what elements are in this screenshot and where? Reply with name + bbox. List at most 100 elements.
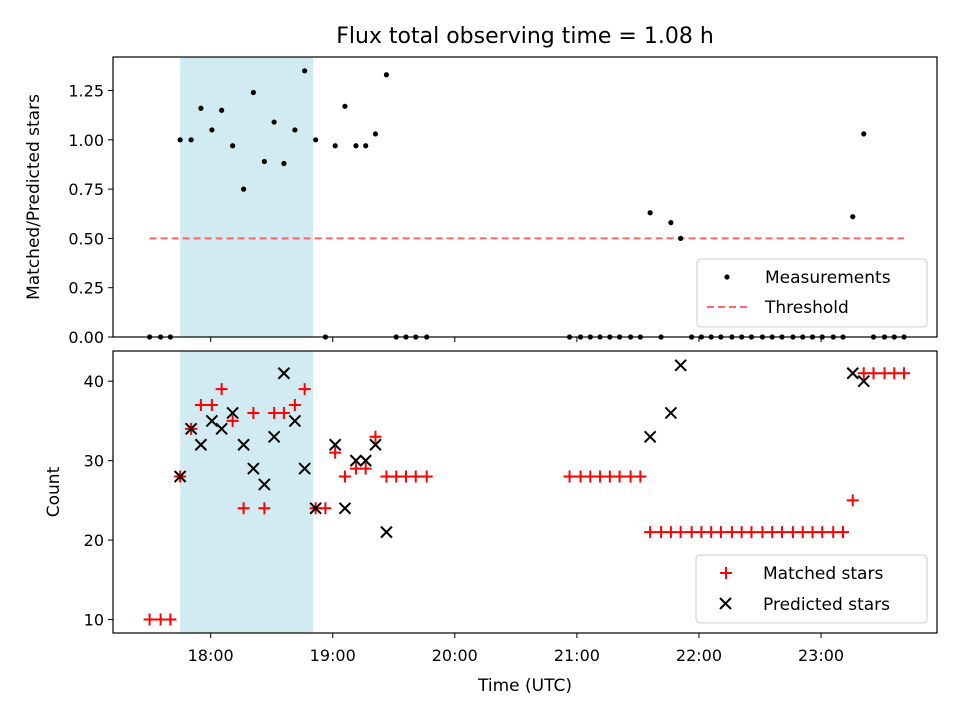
- measurement-point: [302, 68, 308, 74]
- count-legend-box: [695, 554, 928, 624]
- measurement-point: [372, 131, 379, 137]
- ratio-legend-box: [696, 258, 928, 328]
- matched-star-point: [359, 462, 372, 475]
- matched-star-point: [338, 470, 351, 483]
- predicted-star-point: [369, 438, 382, 451]
- matched-star-point: [816, 526, 829, 539]
- measurement-point: [678, 235, 684, 242]
- matched-star-point: [288, 399, 301, 412]
- predicted-star-point: [643, 430, 657, 443]
- measurement-point: [250, 89, 256, 96]
- y-tick-label: 0.00: [68, 328, 104, 347]
- measurement-point: [342, 103, 348, 109]
- predicted-star-point: [380, 525, 393, 539]
- measurement-point: [241, 186, 247, 192]
- predicted-star-point: [309, 502, 322, 515]
- predicted-star-point: [215, 422, 228, 436]
- measurement-point: [198, 105, 204, 111]
- legend-matched-swatch: [720, 567, 732, 579]
- matched-star-point: [563, 470, 576, 483]
- measurement-point: [177, 137, 183, 143]
- count-y-axis-label: Count: [44, 466, 64, 517]
- measurement-point: [861, 131, 867, 137]
- matched-star-point: [409, 470, 422, 483]
- matched-star-point: [258, 502, 271, 515]
- legend-threshold-label: Threshold: [764, 298, 849, 318]
- matched-star-point: [613, 470, 626, 483]
- chart-title: Flux total observing time = 1.08 h: [336, 24, 714, 49]
- measurement-point: [261, 158, 267, 165]
- y-tick-label: 40: [84, 372, 104, 391]
- predicted-star-point: [184, 422, 198, 436]
- matched-star-point: [143, 613, 156, 626]
- ratio-y-axis-label: Matched/Predicted stars: [24, 94, 44, 300]
- matched-star-point: [194, 399, 207, 412]
- predicted-star-point: [857, 374, 870, 388]
- legend-matched-label: Matched stars: [763, 564, 883, 584]
- matched-star-point: [634, 470, 647, 483]
- matched-star-point: [277, 406, 290, 419]
- x-tick-label: 22:00: [676, 646, 722, 665]
- count-legend: Matched stars Predicted stars: [695, 554, 928, 624]
- y-tick-label: 10: [84, 610, 104, 629]
- x-tick-label: 19:00: [310, 646, 356, 665]
- legend-measurements-swatch: [724, 274, 730, 280]
- predicted-star-point: [359, 454, 372, 467]
- matched-star-point: [205, 399, 218, 412]
- predicted-star-point: [267, 430, 281, 443]
- measurement-point: [188, 137, 194, 143]
- measurement-point: [271, 119, 277, 125]
- measurement-point: [353, 143, 359, 149]
- matched-star-point: [745, 526, 758, 539]
- predicted-star-point: [846, 367, 859, 380]
- measurement-point: [668, 220, 674, 226]
- matched-star-point: [775, 526, 788, 539]
- predicted-star-point: [194, 438, 208, 451]
- predicted-star-point: [349, 454, 363, 467]
- predicted-star-point: [247, 462, 260, 475]
- count-axes-frame: [112, 350, 938, 634]
- measurement-point: [219, 107, 225, 113]
- matched-star-point: [329, 446, 342, 459]
- matched-star-point: [369, 430, 382, 443]
- matched-star-point: [898, 367, 911, 380]
- matched-star-point: [226, 414, 239, 427]
- matched-star-point: [420, 470, 433, 483]
- measurement-point: [850, 214, 856, 220]
- x-tick-label: 20:00: [432, 646, 478, 665]
- ratio-axes-frame: [112, 56, 938, 338]
- measurement-point: [332, 143, 338, 149]
- predicted-star-point: [674, 359, 687, 372]
- predicted-star-point: [664, 406, 678, 420]
- predicted-star-point: [258, 478, 271, 491]
- highlight-band: [180, 351, 314, 633]
- measurement-point: [209, 127, 215, 133]
- predicted-star-point: [226, 406, 239, 420]
- matched-star-point: [164, 613, 177, 626]
- matched-star-point: [237, 502, 250, 515]
- matched-star-point: [215, 383, 228, 396]
- y-tick-label: 1.25: [68, 82, 104, 101]
- y-tick-label: 0.25: [68, 279, 104, 298]
- measurement-point: [313, 137, 319, 143]
- predicted-star-point: [288, 414, 302, 428]
- predicted-star-point: [328, 438, 342, 451]
- y-tick-label: 20: [84, 531, 104, 550]
- predicted-star-point: [338, 502, 352, 515]
- matched-star-point: [846, 494, 859, 507]
- measurement-point: [383, 72, 390, 78]
- x-tick-label: 21:00: [554, 646, 600, 665]
- matched-star-point: [319, 502, 332, 515]
- predicted-star-point: [277, 367, 291, 380]
- legend-predicted-label: Predicted stars: [763, 595, 890, 615]
- matched-star-point: [247, 406, 260, 419]
- matched-star-point: [714, 526, 727, 539]
- legend-predicted-swatch: [719, 597, 732, 610]
- x-tick-label: 23:00: [798, 646, 844, 665]
- predicted-star-point: [205, 414, 219, 428]
- y-tick-label: 0.75: [68, 180, 104, 199]
- legend-measurements-label: Measurements: [765, 268, 891, 288]
- measurement-point: [292, 127, 298, 133]
